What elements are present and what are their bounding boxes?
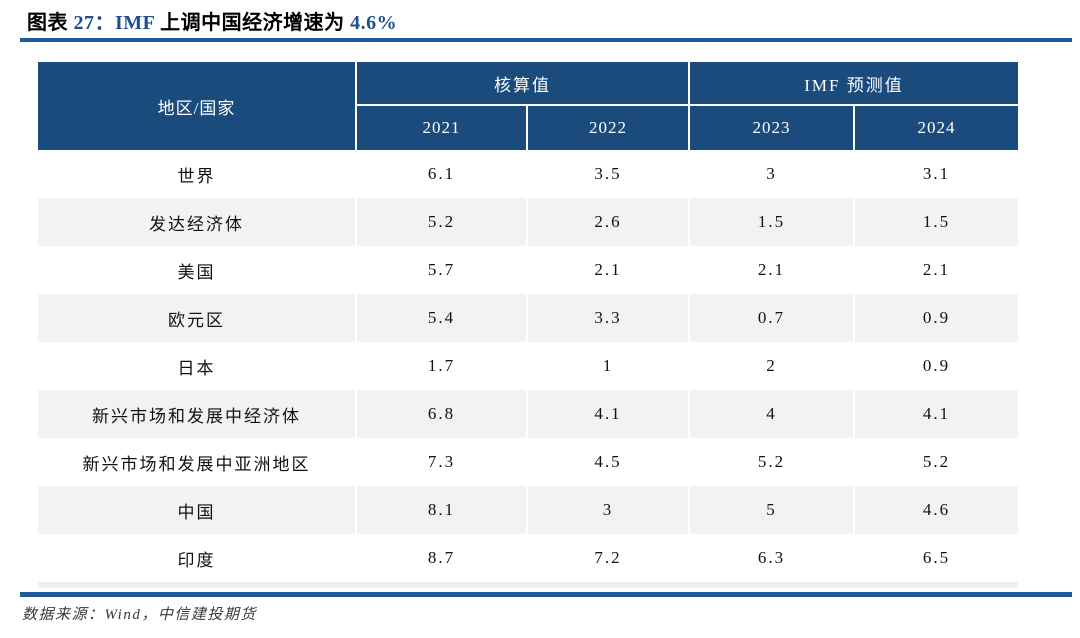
title-imf-text: IMF <box>115 12 155 34</box>
growth-forecast-table: 地区/国家 核算值 IMF 预测值 2021 2022 2023 2024 世界… <box>38 62 1018 588</box>
value-cell: 4.1 <box>526 390 688 438</box>
region-cell: 新兴市场和发展中经济体 <box>92 406 301 426</box>
value-cell: 8.1 <box>355 486 526 534</box>
region-cell: 欧元区 <box>168 310 225 330</box>
header-region-country: 地区/国家 <box>157 98 236 118</box>
table-row: 印度 8.7 7.2 6.3 6.5 <box>38 534 1018 582</box>
table-header: 地区/国家 核算值 IMF 预测值 2021 2022 2023 2024 <box>38 62 1018 150</box>
value-cell: 5.4 <box>355 294 526 342</box>
value-cell: 0.7 <box>688 294 853 342</box>
value-cell: 0.9 <box>853 294 1018 342</box>
value-cell: 2.6 <box>526 198 688 246</box>
value-cell: 5 <box>688 486 853 534</box>
table-row: 发达经济体 5.2 2.6 1.5 1.5 <box>38 198 1018 246</box>
figure-title: 图表 27：IMF 上调中国经济增速为 4.6% <box>27 6 397 35</box>
title-value-text: 4.6% <box>350 12 398 34</box>
value-cell: 2.1 <box>526 246 688 294</box>
value-cell: 0.9 <box>853 342 1018 390</box>
region-cell: 日本 <box>177 358 216 378</box>
header-group-imf-forecast: IMF 预测值 <box>688 62 1018 106</box>
header-year-2023: 2023 <box>688 106 853 150</box>
value-cell: 1 <box>526 342 688 390</box>
value-cell: 6.3 <box>688 534 853 582</box>
table-row: 中国 8.1 3 5 4.6 <box>38 486 1018 534</box>
value-cell: 5.7 <box>355 246 526 294</box>
value-cell: 5.2 <box>688 438 853 486</box>
data-source-note: 数据来源：Wind，中信建投期货 <box>22 607 257 623</box>
value-cell: 7.2 <box>526 534 688 582</box>
value-cell: 4 <box>688 390 853 438</box>
header-year-2021: 2021 <box>355 106 526 150</box>
region-cell: 印度 <box>177 550 216 570</box>
value-cell: 4.1 <box>853 390 1018 438</box>
table-row: 美国 5.7 2.1 2.1 2.1 <box>38 246 1018 294</box>
header-year-2024: 2024 <box>853 106 1018 150</box>
table-row: 新兴市场和发展中经济体 6.8 4.1 4 4.1 <box>38 390 1018 438</box>
value-cell: 4.6 <box>853 486 1018 534</box>
value-cell: 1.7 <box>355 342 526 390</box>
value-cell: 3 <box>526 486 688 534</box>
region-cell: 发达经济体 <box>149 214 244 234</box>
value-cell: 6.1 <box>355 150 526 198</box>
figure-number: 27： <box>73 12 115 34</box>
region-cell: 世界 <box>177 166 216 186</box>
value-cell: 2.1 <box>688 246 853 294</box>
value-cell: 6.8 <box>355 390 526 438</box>
figure-label: 图表 <box>27 12 74 34</box>
table-bottom-strip <box>38 582 1018 588</box>
title-divider-rule <box>20 38 1072 42</box>
region-cell: 新兴市场和发展中亚洲地区 <box>82 454 311 474</box>
value-cell: 2.1 <box>853 246 1018 294</box>
table-row: 世界 6.1 3.5 3 3.1 <box>38 150 1018 198</box>
header-year-2022: 2022 <box>526 106 688 150</box>
value-cell: 5.2 <box>355 198 526 246</box>
value-cell: 1.5 <box>853 198 1018 246</box>
value-cell: 6.5 <box>853 534 1018 582</box>
value-cell: 1.5 <box>688 198 853 246</box>
table-row: 新兴市场和发展中亚洲地区 7.3 4.5 5.2 5.2 <box>38 438 1018 486</box>
value-cell: 3.1 <box>853 150 1018 198</box>
footer-divider-rule <box>20 592 1072 597</box>
region-cell: 美国 <box>177 262 216 282</box>
region-cell: 中国 <box>177 502 216 522</box>
value-cell: 7.3 <box>355 438 526 486</box>
table-row: 欧元区 5.4 3.3 0.7 0.9 <box>38 294 1018 342</box>
value-cell: 4.5 <box>526 438 688 486</box>
value-cell: 3.5 <box>526 150 688 198</box>
table-row: 日本 1.7 1 2 0.9 <box>38 342 1018 390</box>
table-body: 世界 6.1 3.5 3 3.1 发达经济体 5.2 2.6 1.5 1.5 美… <box>38 150 1018 582</box>
value-cell: 3.3 <box>526 294 688 342</box>
header-group-accounting: 核算值 <box>355 62 688 106</box>
value-cell: 2 <box>688 342 853 390</box>
value-cell: 3 <box>688 150 853 198</box>
value-cell: 8.7 <box>355 534 526 582</box>
title-cn-text: 上调中国经济增速为 <box>154 12 351 34</box>
value-cell: 5.2 <box>853 438 1018 486</box>
